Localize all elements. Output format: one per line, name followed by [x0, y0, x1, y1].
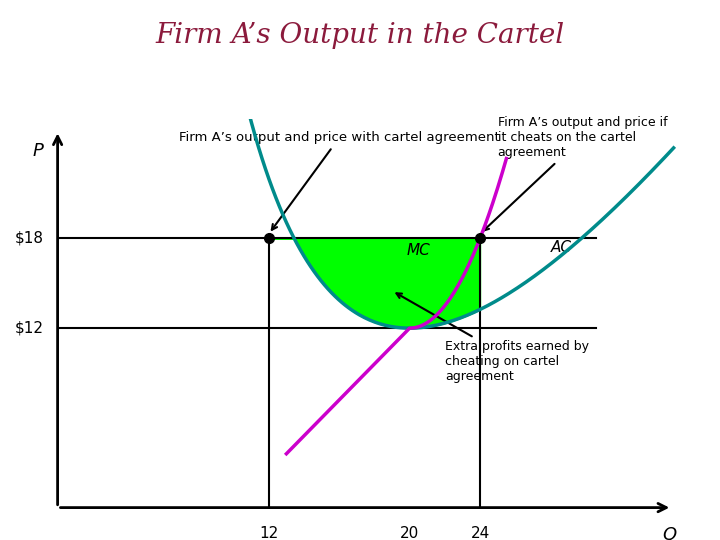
Text: 12: 12: [259, 525, 279, 540]
Text: $18: $18: [14, 231, 43, 246]
Text: P: P: [32, 142, 43, 160]
Text: Extra profits earned by
cheating on cartel
agreement: Extra profits earned by cheating on cart…: [397, 293, 589, 383]
Text: 20: 20: [400, 525, 419, 540]
Text: AC: AC: [550, 240, 572, 255]
Text: MC: MC: [407, 243, 431, 258]
Text: Q: Q: [662, 525, 676, 540]
Text: Firm A’s output and price with cartel agreement: Firm A’s output and price with cartel ag…: [179, 131, 500, 230]
Text: Firm A’s output and price if
it cheats on the cartel
agreement: Firm A’s output and price if it cheats o…: [484, 116, 667, 231]
Text: 24: 24: [470, 525, 490, 540]
Text: Firm A’s Output in the Cartel: Firm A’s Output in the Cartel: [156, 22, 564, 49]
Text: $12: $12: [14, 321, 43, 336]
